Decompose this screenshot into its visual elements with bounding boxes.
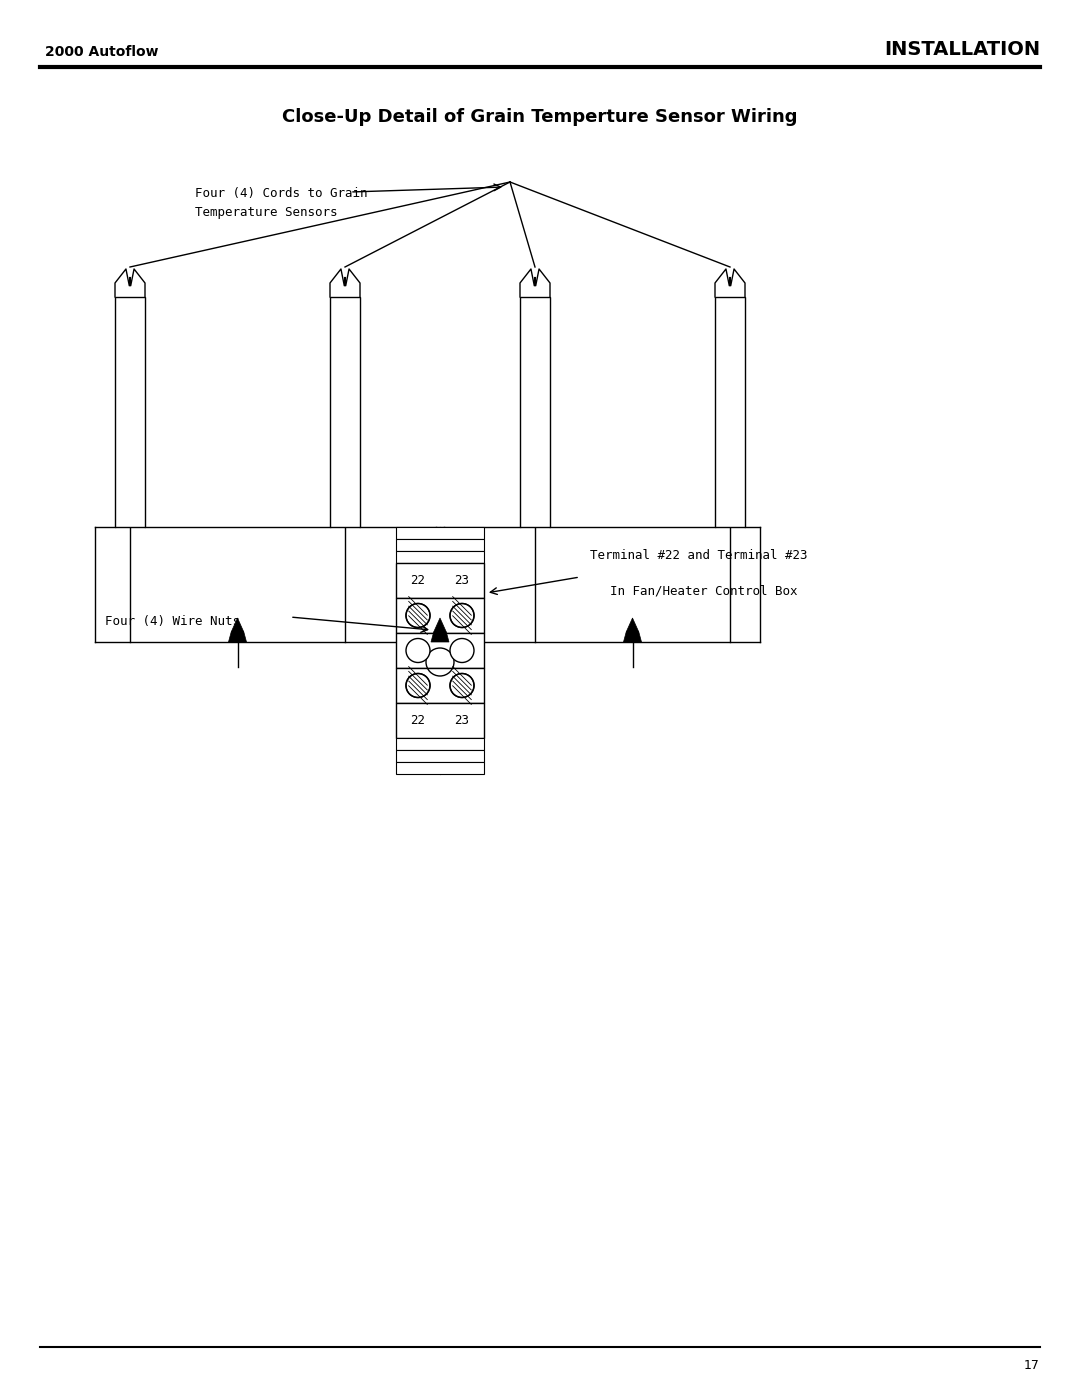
Polygon shape	[396, 539, 484, 550]
Polygon shape	[396, 703, 484, 738]
Polygon shape	[396, 598, 484, 633]
Text: 23: 23	[455, 714, 470, 726]
Circle shape	[406, 604, 430, 627]
Polygon shape	[396, 750, 484, 761]
Text: In Fan/Heater Control Box: In Fan/Heater Control Box	[610, 584, 797, 597]
Polygon shape	[396, 633, 484, 668]
Polygon shape	[519, 298, 550, 527]
Text: 23: 23	[455, 574, 470, 587]
Circle shape	[406, 673, 430, 697]
Circle shape	[406, 638, 430, 662]
Polygon shape	[431, 631, 449, 643]
Polygon shape	[231, 617, 244, 631]
Polygon shape	[623, 631, 642, 643]
Text: Four (4) Cords to Grain
Temperature Sensors: Four (4) Cords to Grain Temperature Sens…	[195, 187, 367, 219]
Polygon shape	[434, 617, 446, 631]
Text: Close-Up Detail of Grain Temperture Sensor Wiring: Close-Up Detail of Grain Temperture Sens…	[282, 108, 798, 126]
Polygon shape	[396, 738, 484, 750]
Circle shape	[450, 638, 474, 662]
Circle shape	[450, 673, 474, 697]
Text: Terminal #22 and Terminal #23: Terminal #22 and Terminal #23	[590, 549, 808, 562]
Polygon shape	[114, 298, 145, 527]
Text: 2000 Autoflow: 2000 Autoflow	[45, 45, 159, 59]
Text: 17: 17	[1024, 1359, 1040, 1372]
Polygon shape	[396, 550, 484, 563]
Text: INSTALLATION: INSTALLATION	[883, 41, 1040, 59]
Polygon shape	[229, 631, 246, 643]
Circle shape	[450, 604, 474, 627]
Polygon shape	[715, 298, 745, 527]
Polygon shape	[396, 668, 484, 703]
Text: 22: 22	[410, 714, 426, 726]
Polygon shape	[396, 761, 484, 774]
Polygon shape	[396, 527, 484, 539]
Text: Four (4) Wire Nuts: Four (4) Wire Nuts	[105, 616, 240, 629]
Polygon shape	[626, 617, 638, 631]
Polygon shape	[330, 298, 360, 527]
Polygon shape	[396, 563, 484, 598]
Circle shape	[426, 648, 454, 676]
Text: 22: 22	[410, 574, 426, 587]
